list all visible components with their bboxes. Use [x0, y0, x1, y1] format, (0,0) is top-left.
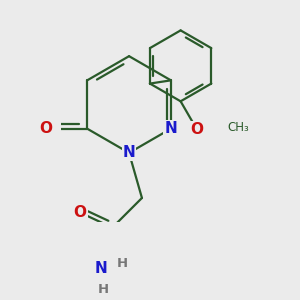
Text: N: N [123, 146, 135, 160]
Text: H: H [98, 283, 109, 296]
Text: N: N [164, 121, 177, 136]
Text: H: H [117, 257, 128, 270]
Text: CH₃: CH₃ [227, 121, 249, 134]
Text: O: O [74, 205, 87, 220]
Text: O: O [39, 121, 52, 136]
Text: N: N [95, 261, 108, 276]
Text: O: O [190, 122, 203, 137]
